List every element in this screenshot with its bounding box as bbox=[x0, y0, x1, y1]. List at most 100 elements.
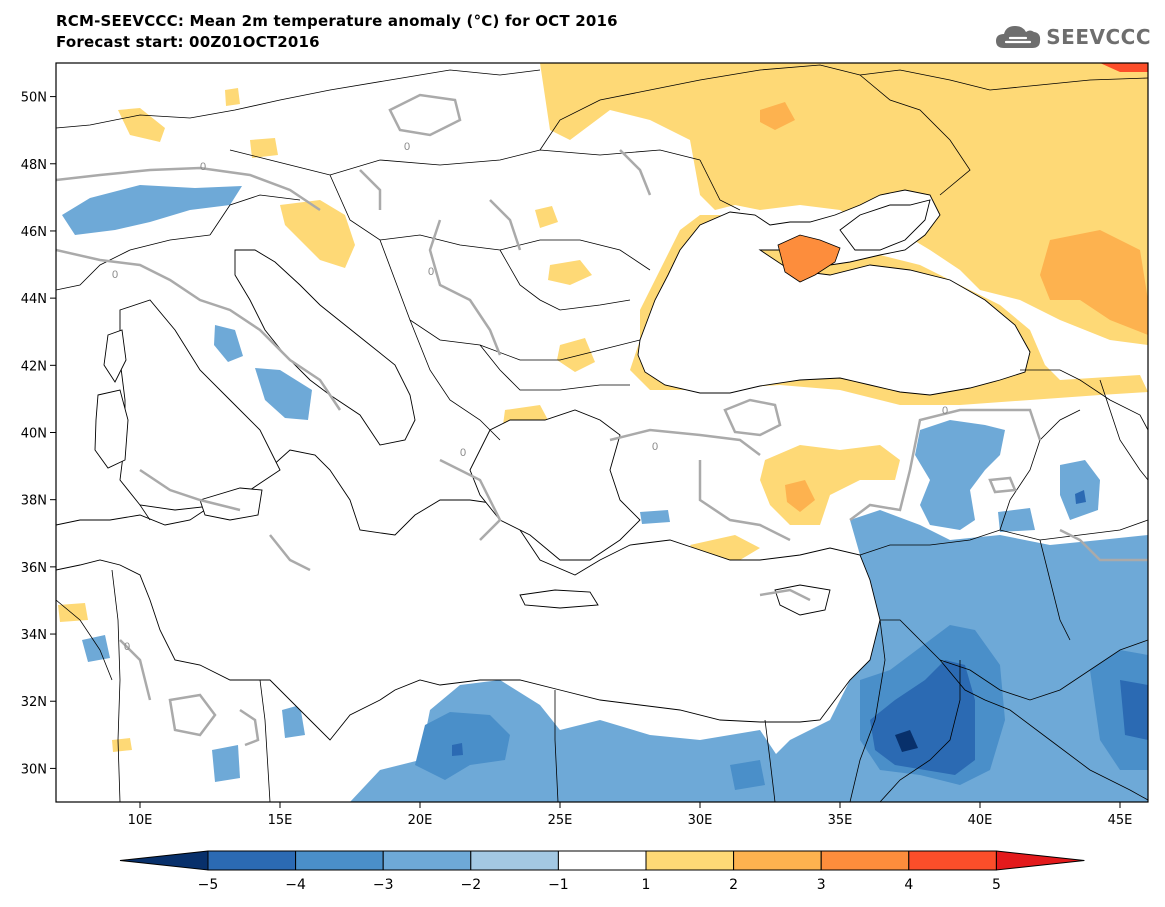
warm-anomaly-dalmatia bbox=[535, 206, 558, 228]
crete bbox=[519, 589, 599, 609]
colorbar-label: −4 bbox=[285, 877, 306, 893]
lat-tick-label: 30N bbox=[21, 762, 47, 777]
warm-anomaly-romania bbox=[548, 260, 592, 285]
lon-tick-label: 30E bbox=[688, 813, 713, 828]
colorbar-label: −5 bbox=[198, 877, 219, 893]
cool-anomaly-apennines bbox=[214, 325, 243, 362]
contour-label: 0 bbox=[200, 161, 206, 173]
contour-label: 0 bbox=[942, 405, 948, 417]
cool-anomaly-libya-east bbox=[212, 745, 240, 782]
colorbar-box bbox=[470, 850, 559, 871]
map-plot-area: 0 0 0 0 0 0 0 0 bbox=[56, 63, 1148, 802]
warm-anomaly-lower-volga bbox=[1100, 63, 1148, 72]
colorbar-low-extension bbox=[119, 850, 209, 871]
aegean-sea bbox=[469, 409, 641, 561]
cloud-icon bbox=[996, 26, 1041, 48]
warm-anomaly-pannonia bbox=[280, 200, 355, 268]
colorbar-box bbox=[645, 850, 735, 871]
colorbar-label: 5 bbox=[992, 877, 1001, 893]
sicily bbox=[199, 487, 263, 521]
map-subtitle: Forecast start: 00Z01OCT2016 bbox=[56, 33, 320, 51]
lat-tick-label: 42N bbox=[21, 359, 47, 374]
corsica bbox=[103, 329, 127, 383]
lon-tick-label: 40E bbox=[968, 813, 993, 828]
crimea bbox=[777, 234, 841, 283]
cool-anomaly-east-iraq bbox=[1090, 650, 1148, 770]
contour-label: 0 bbox=[428, 266, 434, 278]
cool-anomaly-egypt-small bbox=[452, 743, 463, 756]
tyrrhenian-sea bbox=[119, 299, 281, 511]
cool-anomaly-alps bbox=[62, 185, 242, 235]
sardinia bbox=[94, 389, 129, 469]
warm-anomaly-czech bbox=[250, 138, 278, 158]
warm-anomaly-core-east bbox=[1040, 230, 1148, 335]
colorbar: −5 −4 −3 −2 −1 1 2 3 4 5 bbox=[119, 850, 1085, 893]
lat-tick-label: 48N bbox=[21, 158, 47, 173]
contour-label: 0 bbox=[112, 269, 118, 281]
warm-anomaly-region-ukraine-russia bbox=[540, 63, 1148, 345]
map-title: RCM-SEEVCCC: Mean 2m temperature anomaly… bbox=[56, 12, 618, 30]
cool-anomaly-iraq-north bbox=[1060, 460, 1100, 520]
lon-tick-label: 25E bbox=[548, 813, 573, 828]
colorbar-high-extension bbox=[995, 850, 1085, 871]
lat-tick-label: 50N bbox=[21, 91, 47, 106]
cool-anomaly-italy bbox=[255, 368, 312, 420]
contour-label: 0 bbox=[460, 447, 466, 459]
lon-tick-label: 15E bbox=[268, 813, 293, 828]
cool-anomaly-libya-cyrenaica bbox=[282, 705, 305, 738]
colorbar-box bbox=[557, 850, 647, 871]
cool-anomaly-iraq-core bbox=[1120, 680, 1148, 740]
colorbar-box bbox=[733, 850, 822, 871]
cool-anomaly-extreme-core bbox=[895, 730, 918, 752]
lat-tick-label: 44N bbox=[21, 292, 47, 307]
cool-anomaly-turkey-east-small bbox=[1075, 490, 1086, 504]
colorbar-label: 2 bbox=[729, 877, 738, 893]
colorbar-label: 1 bbox=[642, 877, 651, 893]
zero-contours bbox=[56, 93, 1148, 747]
cool-anomaly-east-turkey bbox=[915, 420, 1005, 530]
lat-tick-label: 34N bbox=[21, 628, 47, 643]
lat-tick-label: 40N bbox=[21, 427, 47, 442]
lat-tick-label: 36N bbox=[21, 561, 47, 576]
lat-tick-label: 46N bbox=[21, 225, 47, 240]
lat-tick-label: 38N bbox=[21, 494, 47, 509]
cool-anomaly-saudi-core bbox=[870, 660, 975, 775]
logo-text: SEEVCCC bbox=[1046, 25, 1151, 49]
colorbar-box bbox=[207, 850, 297, 871]
cool-anomaly-tunisia bbox=[82, 635, 110, 662]
warm-anomaly-anatolia-core bbox=[785, 480, 815, 512]
cool-anomaly-turkey-south bbox=[640, 510, 670, 524]
lat-tick-label: 32N bbox=[21, 695, 47, 710]
latitude-axis: 30N 32N 34N 36N 38N 40N 42N 44N 46N 48N 50N bbox=[21, 91, 56, 777]
lon-tick-label: 10E bbox=[128, 813, 153, 828]
warm-anomaly-libya bbox=[112, 738, 132, 752]
sea-of-azov bbox=[839, 199, 931, 251]
country-borders bbox=[56, 64, 1148, 802]
contour-label: 0 bbox=[652, 441, 658, 453]
warm-anomaly-bulgaria bbox=[557, 338, 595, 372]
warm-anomaly-germany bbox=[225, 88, 240, 106]
seevccc-logo: SEEVCCC bbox=[994, 22, 1151, 52]
colorbar-label: 3 bbox=[817, 877, 826, 893]
cool-anomaly-egypt-core bbox=[415, 712, 510, 780]
contour-label: 0 bbox=[124, 641, 130, 653]
lon-tick-label: 20E bbox=[408, 813, 433, 828]
colorbar-box bbox=[820, 850, 910, 871]
cool-anomaly-egypt-east bbox=[730, 760, 765, 790]
adriatic-sea bbox=[234, 249, 416, 446]
colorbar-label: 4 bbox=[904, 877, 913, 893]
warm-anomaly-ukraine-core bbox=[760, 102, 795, 130]
cool-anomaly-tr-east-patch bbox=[998, 508, 1035, 532]
colorbar-box bbox=[382, 850, 472, 871]
lon-tick-label: 45E bbox=[1108, 813, 1133, 828]
colorbar-label: −1 bbox=[548, 877, 569, 893]
black-sea bbox=[637, 189, 1031, 396]
colorbar-box bbox=[908, 850, 997, 871]
colorbar-label: −3 bbox=[373, 877, 394, 893]
colorbar-label: −2 bbox=[460, 877, 481, 893]
mediterranean-sea bbox=[56, 449, 881, 741]
longitude-axis: 10E 15E 20E 25E 30E 35E 40E 45E bbox=[128, 802, 1133, 828]
colorbar-box bbox=[295, 850, 384, 871]
contour-label: 0 bbox=[404, 141, 410, 153]
